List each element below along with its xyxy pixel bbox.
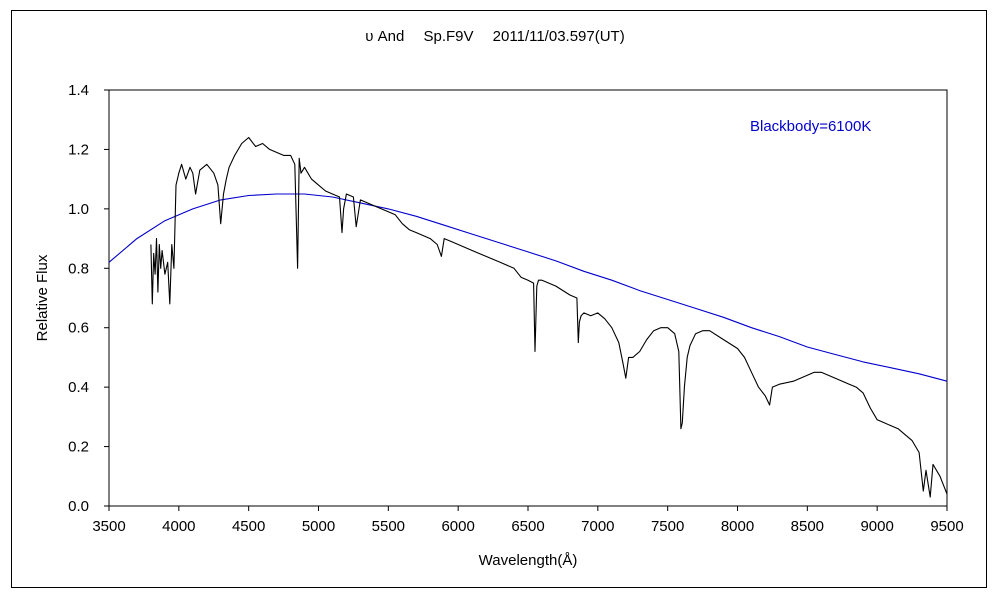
x-tick-label: 4000 [162, 518, 195, 535]
plot-area [108, 89, 948, 507]
x-tick-label: 6500 [511, 518, 544, 535]
y-tick-label: 1.4 [68, 82, 89, 99]
chart-title: υ And Sp.F9V 2011/11/03.597(UT) [365, 28, 624, 45]
x-tick-label: 8000 [721, 518, 754, 535]
x-tick-label: 4500 [232, 518, 265, 535]
y-tick-label: 1.2 [68, 141, 89, 158]
x-tick-label: 5000 [302, 518, 335, 535]
x-tick-label: 6000 [441, 518, 474, 535]
y-tick-label: 0.8 [68, 260, 89, 277]
x-axis: 3500 4000 4500 5000 5500 6000 6500 7000 7500 8000… [92, 506, 964, 535]
x-tick-label: 7500 [651, 518, 684, 535]
x-tick-label: 9500 [930, 518, 963, 535]
y-tick-label: 0.0 [68, 498, 89, 515]
series-layer [108, 136, 948, 498]
x-tick-label: 3500 [92, 518, 125, 535]
blackbody-curve [108, 193, 948, 382]
x-tick-label: 7000 [581, 518, 614, 535]
spectrum-curve [150, 136, 948, 498]
y-axis-label: Relative Flux [34, 254, 51, 341]
blackbody-annotation: Blackbody=6100K [750, 118, 871, 135]
x-tick-label: 5500 [372, 518, 405, 535]
chart-frame [11, 10, 987, 588]
x-tick-label: 8500 [791, 518, 824, 535]
x-axis-label: Wavelength(Å) [479, 552, 578, 569]
y-axis: 0.0 0.2 0.4 0.6 0.8 1.0 1.2 1.4 [68, 82, 109, 515]
x-tick-label: 9000 [860, 518, 893, 535]
y-tick-label: 1.0 [68, 201, 89, 218]
y-tick-label: 0.6 [68, 320, 89, 337]
y-tick-label: 0.2 [68, 439, 89, 456]
y-tick-label: 0.4 [68, 379, 89, 396]
